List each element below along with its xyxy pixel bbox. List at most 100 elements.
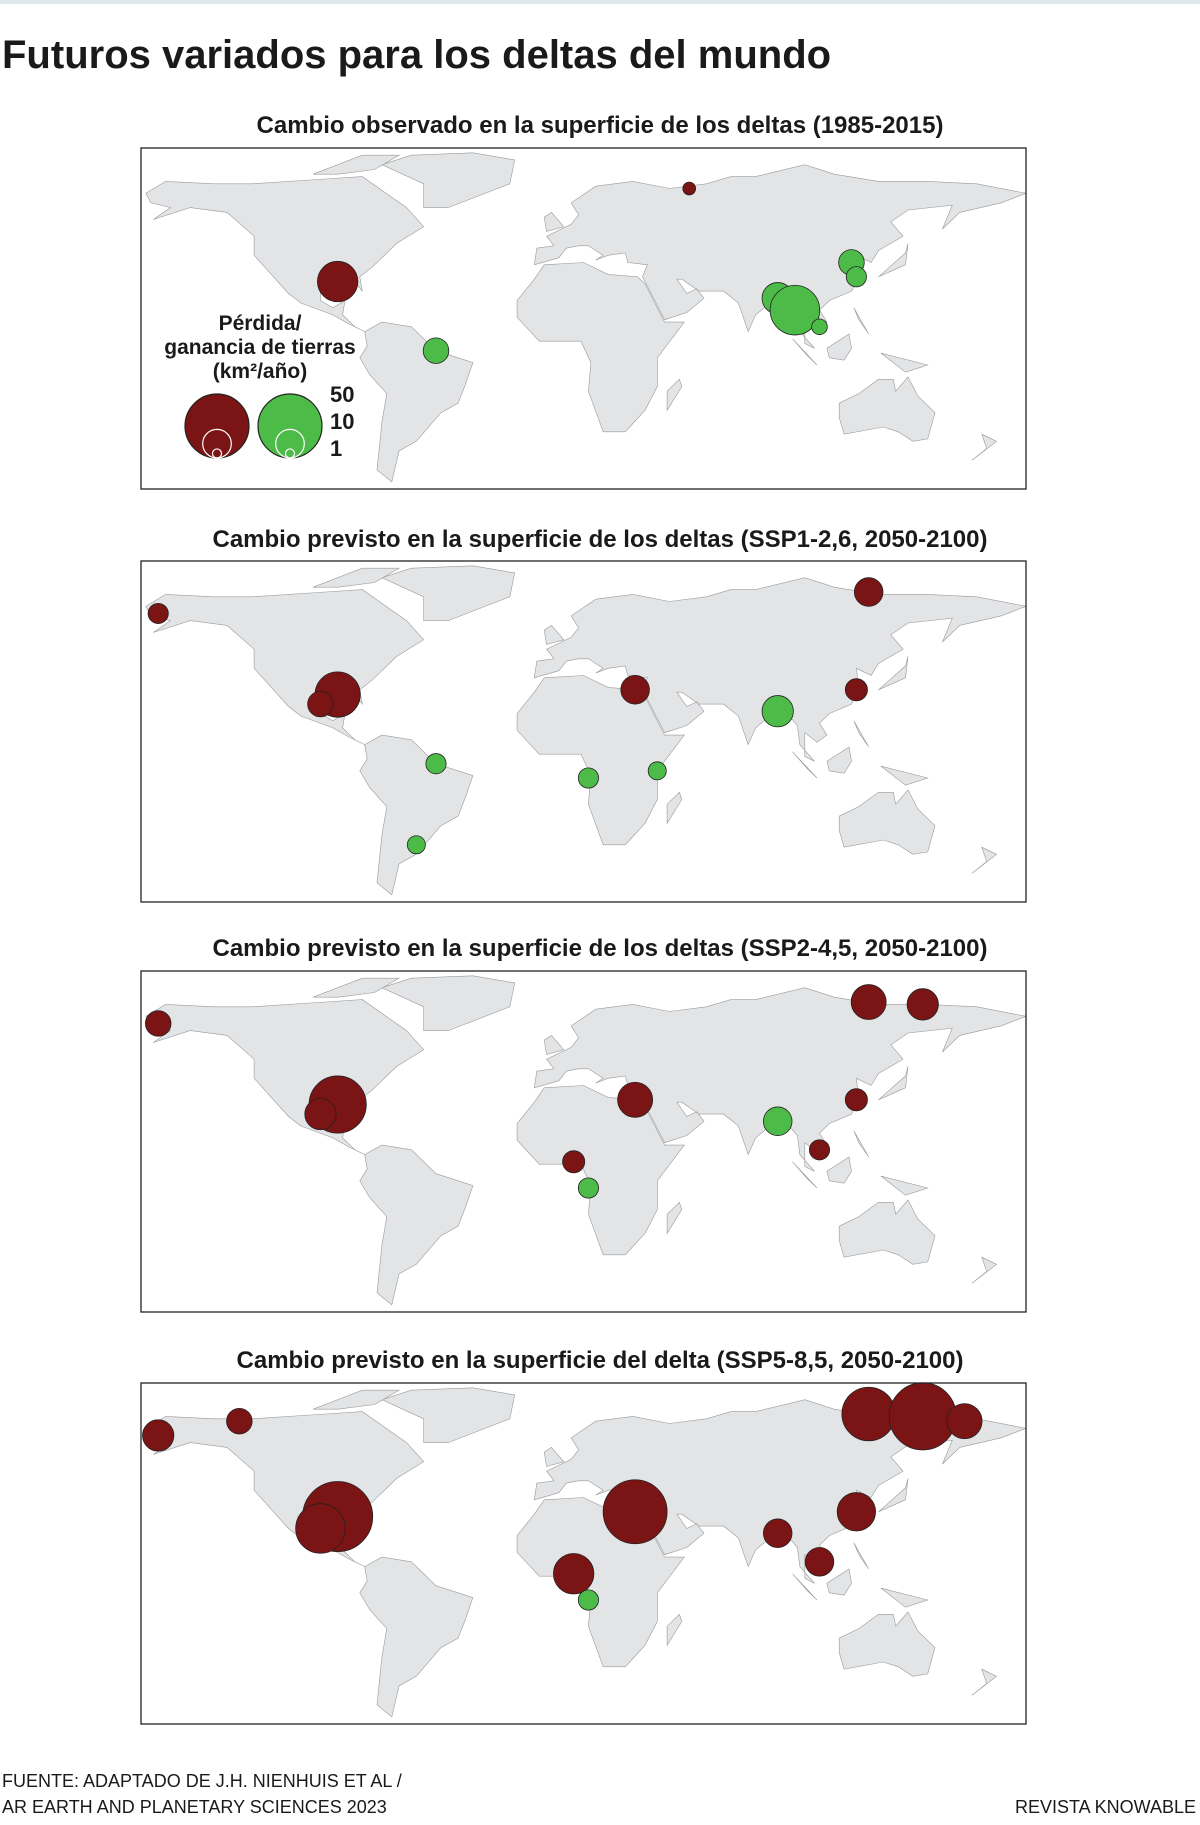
delta-bubble bbox=[769, 284, 821, 336]
legend-title: ganancia de tierras bbox=[164, 336, 355, 359]
legend-size: 50 bbox=[330, 382, 354, 407]
landmass bbox=[516, 675, 685, 846]
landmass bbox=[853, 1542, 869, 1570]
landmass bbox=[543, 1035, 565, 1055]
delta-bubble bbox=[317, 260, 359, 303]
landmass bbox=[381, 1387, 516, 1443]
map-title: Cambio observado en la superficie de los… bbox=[257, 112, 944, 139]
landmass bbox=[971, 846, 998, 874]
landmass bbox=[878, 656, 909, 691]
landmass bbox=[312, 977, 401, 998]
delta-bubble bbox=[836, 1492, 876, 1532]
landmass bbox=[533, 164, 1026, 349]
landmass bbox=[666, 1613, 683, 1647]
legend-size: 1 bbox=[330, 436, 342, 461]
landmass bbox=[381, 565, 516, 621]
map-title: Cambio previsto en la superficie del del… bbox=[237, 1347, 964, 1374]
map-title: Cambio previsto en la superficie de los … bbox=[213, 526, 988, 553]
landmass bbox=[853, 307, 869, 335]
landmass bbox=[971, 1256, 998, 1284]
delta-bubble bbox=[577, 1177, 599, 1199]
landmass bbox=[878, 1066, 909, 1101]
delta-bubble bbox=[602, 1479, 668, 1545]
delta-bubble bbox=[425, 753, 447, 775]
landmass bbox=[838, 1611, 936, 1677]
landmass bbox=[826, 1568, 852, 1596]
landmass bbox=[792, 751, 818, 779]
landmass bbox=[359, 734, 474, 896]
landmass bbox=[666, 791, 683, 825]
legend-size: 10 bbox=[330, 409, 354, 434]
landmass bbox=[516, 262, 685, 433]
delta-bubble bbox=[304, 1098, 337, 1131]
land bbox=[145, 1387, 1026, 1718]
landmass bbox=[971, 1668, 998, 1696]
map bbox=[140, 1382, 1027, 1725]
delta-bubble bbox=[845, 266, 867, 288]
top-rule bbox=[0, 0, 1200, 4]
page-title: Futuros variados para los deltas del mun… bbox=[2, 33, 831, 77]
landmass bbox=[792, 338, 818, 366]
landmass bbox=[543, 212, 565, 232]
delta-bubble bbox=[406, 835, 426, 855]
landmass bbox=[312, 1389, 401, 1410]
source-2: AR EARTH AND PLANETARY SCIENCES 2023 bbox=[2, 1797, 387, 1817]
legend-circle bbox=[211, 448, 223, 459]
delta-bubble bbox=[617, 1081, 654, 1118]
source-1: FUENTE: ADAPTADO DE J.H. NIENHUIS ET AL … bbox=[2, 1771, 402, 1791]
landmass bbox=[359, 321, 474, 483]
delta-bubble bbox=[422, 337, 450, 364]
delta-bubble bbox=[295, 1503, 346, 1554]
map bbox=[140, 970, 1027, 1313]
land bbox=[145, 565, 1026, 896]
landmass bbox=[145, 999, 425, 1155]
delta-bubble bbox=[553, 1553, 595, 1595]
delta-bubble bbox=[946, 1403, 983, 1440]
delta-bubble bbox=[811, 318, 828, 336]
delta-bubble bbox=[888, 1382, 957, 1451]
delta-bubble bbox=[147, 602, 169, 624]
landmass bbox=[878, 1478, 909, 1513]
delta-bubble bbox=[226, 1407, 253, 1435]
land bbox=[145, 152, 1026, 483]
landmass bbox=[880, 765, 929, 786]
landmass bbox=[543, 625, 565, 645]
landmass bbox=[880, 1175, 929, 1196]
map-frame bbox=[140, 1382, 1027, 1725]
landmass bbox=[312, 567, 401, 588]
landmass bbox=[381, 975, 516, 1031]
delta-bubble bbox=[682, 181, 697, 196]
legend-title: Pérdida/ bbox=[219, 312, 302, 335]
landmass bbox=[145, 589, 425, 745]
delta-bubble bbox=[853, 577, 884, 607]
landmass bbox=[792, 1573, 818, 1601]
delta-bubble bbox=[145, 1010, 172, 1037]
delta-bubble bbox=[804, 1547, 835, 1577]
delta-bubble bbox=[307, 690, 334, 718]
delta-bubble bbox=[850, 984, 887, 1020]
landmass bbox=[838, 1199, 936, 1265]
map-title: Cambio previsto en la superficie de los … bbox=[213, 935, 988, 962]
landmass bbox=[971, 433, 998, 461]
delta-bubble bbox=[844, 678, 868, 702]
delta-bubble bbox=[762, 1106, 793, 1136]
delta-bubble bbox=[577, 767, 599, 789]
landmass bbox=[359, 1144, 474, 1306]
delta-bubble bbox=[142, 1419, 175, 1452]
landmass bbox=[878, 243, 909, 278]
map bbox=[140, 147, 1027, 490]
landmass bbox=[312, 154, 401, 175]
landmass bbox=[543, 1447, 565, 1467]
legend-circle bbox=[284, 448, 296, 459]
land bbox=[145, 975, 1026, 1306]
delta-bubble bbox=[841, 1386, 896, 1442]
landmass bbox=[145, 176, 425, 332]
delta-bubble bbox=[562, 1150, 586, 1174]
landmass bbox=[880, 352, 929, 373]
legend-title: (km²/año) bbox=[213, 360, 308, 383]
landmass bbox=[145, 1411, 425, 1567]
landmass bbox=[359, 1556, 474, 1718]
delta-bubble bbox=[844, 1088, 868, 1112]
map bbox=[140, 560, 1027, 903]
